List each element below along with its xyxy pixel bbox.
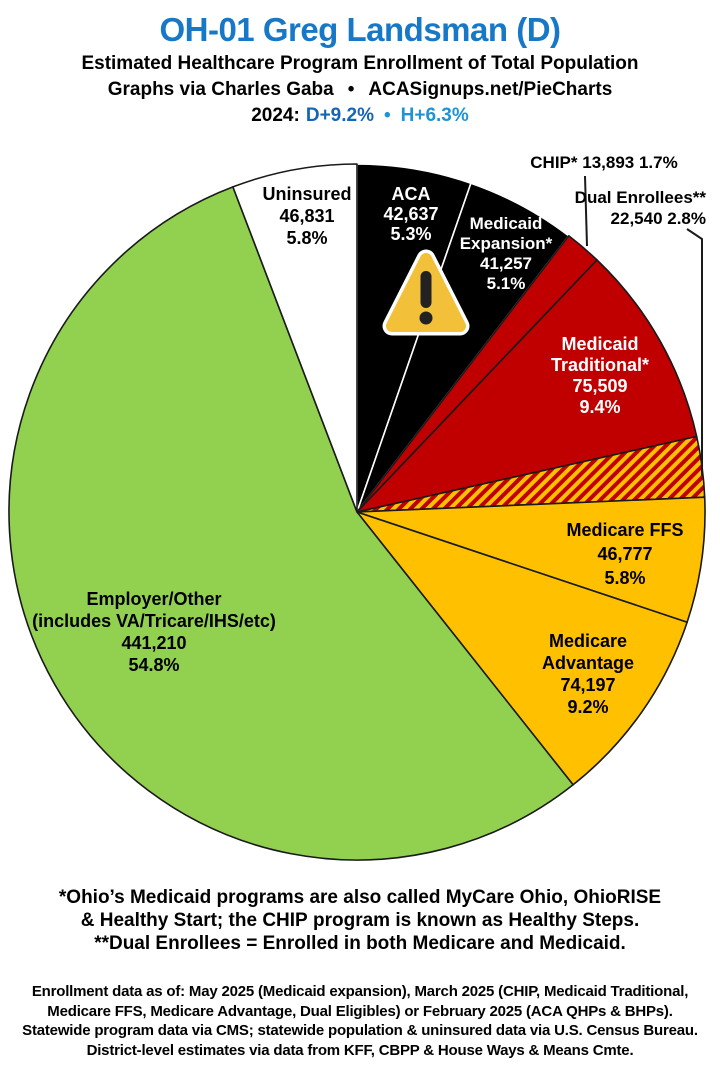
label-line: 5.8% — [604, 568, 646, 588]
text-segment: CHIP — [262, 910, 308, 931]
text-segment: both — [366, 933, 408, 954]
page-title: OH-01 Greg Landsman (D) — [159, 11, 561, 48]
text-segment: & — [80, 910, 100, 931]
label-line: 46,777 — [597, 544, 653, 564]
text-segment: program is known as — [307, 910, 509, 931]
label-line: Dual Enrollees** — [574, 188, 706, 207]
data-source-note: Enrollment data as of: May 2025 (Medicai… — [0, 982, 720, 1060]
bullet-separator: • — [347, 79, 355, 100]
label-line: Traditional* — [550, 355, 649, 375]
label-line: Medicare FFS — [566, 520, 684, 540]
subtitle: Estimated Healthcare Program Enrollment … — [81, 53, 639, 74]
label-line: Uninsured — [262, 184, 352, 204]
credit-site: ACASignups.net/PieCharts — [368, 79, 613, 100]
warning-icon-exclamation-dot — [419, 311, 433, 325]
footnote-line: **Dual Enrollees = Enrolled in both Medi… — [0, 932, 720, 955]
label-line: (includes VA/Tricare/IHS/etc) — [32, 611, 276, 631]
text-segment: ; the — [216, 910, 263, 931]
footnote-line: *Ohio’s Medicaid programs are also calle… — [0, 886, 720, 909]
footnote-medicaid: *Ohio’s Medicaid programs are also calle… — [0, 886, 720, 955]
callout-label-dual-enrollees: Dual Enrollees** 22,540 2.8% — [540, 187, 706, 229]
source-note-line: Medicare FFS, Medicare Advantage, Dual E… — [47, 1002, 673, 1020]
pie-slice-uninsured — [232, 163, 358, 513]
label-line: 5.3% — [390, 224, 432, 244]
label-line: 54.8% — [128, 655, 180, 675]
dual-enrollees-leader-line — [686, 228, 703, 476]
credit-line: Graphs via Charles Gaba • ACASignups.net/P… — [0, 77, 720, 103]
header: OH-01 Greg Landsman (D) Estimated Health… — [0, 0, 720, 129]
warning-icon — [382, 249, 470, 336]
label-line: Medicaid — [561, 334, 639, 354]
text-segment: Healthy Start — [99, 910, 217, 931]
label-line: 41,257 — [480, 254, 532, 273]
slice-label-uninsured: Uninsured 46,831 5.8% — [227, 183, 387, 249]
pie-slice-medicaid-traditional — [356, 259, 698, 513]
text-segment: and — [500, 933, 534, 954]
label-line: 441,210 — [121, 633, 187, 653]
text-segment: Medicaid. — [533, 933, 626, 954]
label-line: Medicaid — [469, 214, 543, 233]
callout-label-chip: CHIP* 13,893 1.7% — [530, 153, 678, 172]
text-segment: . — [633, 910, 640, 931]
source-note-line: Enrollment data as of: May 2025 (Medicai… — [31, 983, 689, 1000]
label-line: Advantage — [541, 653, 635, 673]
label-line: 46,831 — [279, 206, 335, 226]
h-lean-value: H+6.3% — [400, 105, 469, 126]
label-line: 22,540 2.8% — [610, 209, 706, 228]
label-line: ACA — [391, 184, 431, 204]
warning-icon-exclamation-bar — [420, 271, 432, 308]
text-segment: = Enrolled in — [240, 933, 367, 954]
text-segment: MyCare Ohio, OhioRISE — [445, 887, 662, 908]
chip-leader-line — [584, 175, 588, 247]
source-note-line: District-level estimates via data from K… — [86, 1041, 634, 1059]
callout-leader-lines — [584, 175, 703, 476]
label-line: 75,509 — [572, 376, 628, 396]
slice-label-medicaid-traditional: Medicaid Traditional* 75,509 9.4% — [520, 334, 680, 418]
slice-label-medicare-advantage: Medicare Advantage 74,197 9.2% — [508, 630, 668, 718]
credit-author: Graphs via Charles Gaba — [107, 79, 334, 100]
slice-label-aca: ACA 42,637 5.3% — [351, 184, 471, 244]
source-note-line: Statewide program data via CMS; statewid… — [22, 1022, 698, 1039]
label-line: 74,197 — [560, 675, 616, 695]
bullet-separator: • — [383, 105, 391, 126]
slice-label-medicare-ffs: Medicare FFS 46,777 5.8% — [540, 518, 710, 590]
text-segment: Healthy Steps — [508, 910, 634, 931]
label-line: Expansion* — [459, 234, 553, 253]
label-line: 42,637 — [383, 204, 439, 224]
slice-label-employer-other: Employer/Other (includes VA/Tricare/IHS/e… — [19, 588, 289, 676]
label-line: 5.1% — [486, 274, 526, 293]
label-line: Employer/Other — [86, 589, 222, 609]
label-line: 9.4% — [579, 397, 621, 417]
pie-slices — [8, 163, 706, 861]
pie-slice-medicare-advantage — [356, 511, 688, 786]
text-segment: *Ohio’s Medicaid programs are also calle… — [58, 887, 446, 908]
partisan-lean-line: 2024: D+9.2% • H+6.3% — [0, 103, 720, 129]
dem-lean-value: D+9.2% — [305, 105, 374, 126]
pie-slice-employer-other-includes-va-tricare-ihs-etc — [8, 186, 574, 861]
text-segment: **Dual Enrollees — [94, 933, 241, 954]
label-line: 9.2% — [567, 697, 609, 717]
year-label: 2024: — [251, 105, 300, 126]
footnote-line: & Healthy Start; the CHIP program is kno… — [0, 909, 720, 932]
label-line: 5.8% — [286, 228, 328, 248]
text-segment: Medicare — [407, 933, 501, 954]
slice-label-medicaid-expansion: Medicaid Expansion* 41,257 5.1% — [426, 214, 586, 294]
pie-slice-medicare-ffs — [356, 496, 706, 623]
label-line: Medicare — [548, 631, 628, 651]
